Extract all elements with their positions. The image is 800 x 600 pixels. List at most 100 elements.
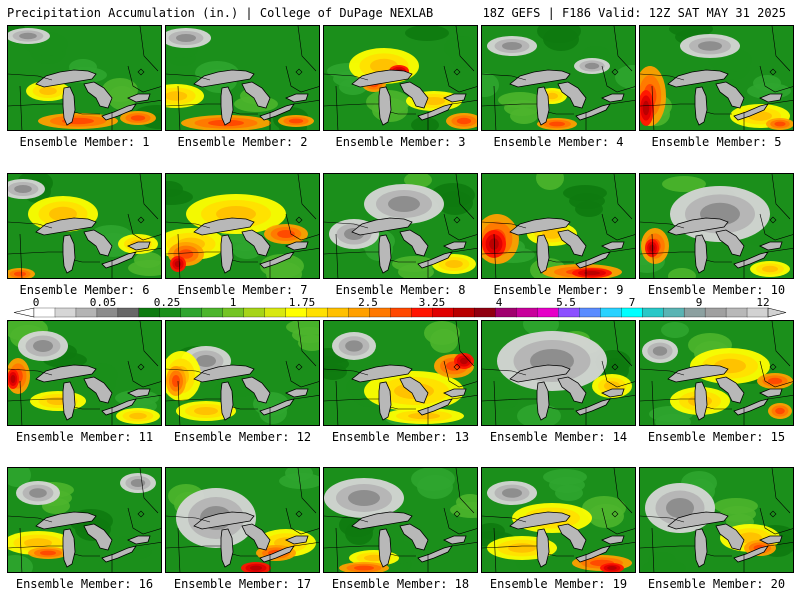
- ensemble-panel-9: [481, 173, 636, 279]
- colorbar-segment: [579, 307, 601, 318]
- colorbar-segment: [537, 307, 559, 318]
- ensemble-panel-16: [7, 467, 162, 573]
- colorbar-segment: [432, 307, 454, 318]
- colorbar-segment: [600, 307, 622, 318]
- colorbar-segment: [75, 307, 98, 318]
- precipitation-map: [482, 468, 635, 572]
- ensemble-panel-19: [481, 467, 636, 573]
- colorbar-tick-label: 0.25: [154, 296, 181, 309]
- ensemble-panel-17: [165, 467, 320, 573]
- colorbar-segment: [558, 307, 580, 318]
- colorbar-tick-label: 0.05: [90, 296, 117, 309]
- ensemble-panel-10: [639, 173, 794, 279]
- ensemble-member-label: Ensemble Member: 15: [647, 430, 786, 444]
- ensemble-panel-14: [481, 320, 636, 426]
- colorbar-segment: [222, 307, 245, 318]
- colorbar-segment: [348, 307, 371, 318]
- precipitation-map: [166, 174, 319, 278]
- colorbar-segment: [474, 307, 496, 318]
- ensemble-panel-5: [639, 25, 794, 131]
- ensemble-member-label: Ensemble Member: 5: [651, 135, 782, 149]
- precipitation-map: [166, 468, 319, 572]
- ensemble-panel-7: [165, 173, 320, 279]
- colorbar-tick-label: 0: [33, 296, 40, 309]
- colorbar-segment: [683, 307, 706, 318]
- colorbar-tick-label: 3.25: [419, 296, 446, 309]
- ensemble-panel-12: [165, 320, 320, 426]
- ensemble-member-label: Ensemble Member: 13: [331, 430, 470, 444]
- ensemble-member-label: Ensemble Member: 10: [647, 283, 786, 297]
- colorbar-segment: [96, 307, 119, 318]
- precipitation-map: [8, 321, 161, 425]
- ensemble-panel-3: [323, 25, 478, 131]
- colorbar-segment: [306, 307, 329, 318]
- ensemble-member-label: Ensemble Member: 14: [489, 430, 628, 444]
- precipitation-map: [482, 174, 635, 278]
- precipitation-map: [640, 26, 793, 130]
- colorbar-segment: [662, 307, 685, 318]
- colorbar-segment: [746, 307, 769, 318]
- precipitation-map: [324, 468, 477, 572]
- precipitation-map: [8, 174, 161, 278]
- precipitation-map: [8, 468, 161, 572]
- colorbar-segment: [516, 307, 538, 318]
- ensemble-member-label: Ensemble Member: 17: [173, 577, 312, 591]
- ensemble-panel-20: [639, 467, 794, 573]
- colorbar-segment: [117, 307, 140, 318]
- ensemble-member-label: Ensemble Member: 11: [15, 430, 154, 444]
- colorbar-segment: [201, 307, 224, 318]
- precipitation-map: [482, 321, 635, 425]
- colorbar-segment: [243, 307, 266, 318]
- map-title: Precipitation Accumulation (in.) | Colle…: [7, 6, 434, 20]
- valid-time-label: 18Z GEFS | F186 Valid: 12Z SAT MAY 31 20…: [482, 6, 786, 20]
- colorbar-tick-label: 2.5: [358, 296, 378, 309]
- precipitation-map: [640, 468, 793, 572]
- ensemble-member-label: Ensemble Member: 8: [335, 283, 466, 297]
- colorbar-segment: [642, 307, 664, 318]
- colorbar-tick-label: 9: [696, 296, 703, 309]
- colorbar-left-arrow: [13, 307, 35, 318]
- ensemble-panel-4: [481, 25, 636, 131]
- precipitation-map: [482, 26, 635, 130]
- colorbar-tick-label: 1: [230, 296, 237, 309]
- precipitation-map: [8, 26, 161, 130]
- ensemble-panel-8: [323, 173, 478, 279]
- ensemble-member-label: Ensemble Member: 20: [647, 577, 786, 591]
- ensemble-panel-15: [639, 320, 794, 426]
- colorbar-segment: [390, 307, 413, 318]
- ensemble-member-label: Ensemble Member: 18: [331, 577, 470, 591]
- precipitation-map: [324, 321, 477, 425]
- ensemble-panel-2: [165, 25, 320, 131]
- colorbar-tick-label: 7: [629, 296, 636, 309]
- colorbar-segment: [725, 307, 748, 318]
- ensemble-member-label: Ensemble Member: 6: [19, 283, 150, 297]
- ensemble-member-label: Ensemble Member: 1: [19, 135, 150, 149]
- ensemble-member-label: Ensemble Member: 9: [493, 283, 624, 297]
- colorbar-segment: [453, 307, 475, 318]
- ensemble-member-label: Ensemble Member: 2: [177, 135, 308, 149]
- precipitation-map: [640, 174, 793, 278]
- ensemble-panel-13: [323, 320, 478, 426]
- ensemble-member-label: Ensemble Member: 3: [335, 135, 466, 149]
- ensemble-member-label: Ensemble Member: 19: [489, 577, 628, 591]
- precipitation-map: [640, 321, 793, 425]
- colorbar-segment: [369, 307, 392, 318]
- colorbar-segment: [621, 307, 643, 318]
- colorbar-tick-label: 5.5: [556, 296, 576, 309]
- colorbar-right-arrow: [767, 307, 787, 318]
- ensemble-member-label: Ensemble Member: 4: [493, 135, 624, 149]
- precipitation-map: [166, 321, 319, 425]
- colorbar-tick-label: 4: [496, 296, 503, 309]
- colorbar-segment: [264, 307, 287, 318]
- colorbar-segment: [33, 307, 56, 318]
- colorbar-segment: [180, 307, 203, 318]
- precipitation-map: [324, 26, 477, 130]
- colorbar-segment: [159, 307, 182, 318]
- colorbar-segment: [495, 307, 517, 318]
- ensemble-member-label: Ensemble Member: 7: [177, 283, 308, 297]
- colorbar-segment: [327, 307, 350, 318]
- ensemble-panel-1: [7, 25, 162, 131]
- colorbar-tick-label: 12: [756, 296, 769, 309]
- precipitation-map: [324, 174, 477, 278]
- ensemble-member-label: Ensemble Member: 16: [15, 577, 154, 591]
